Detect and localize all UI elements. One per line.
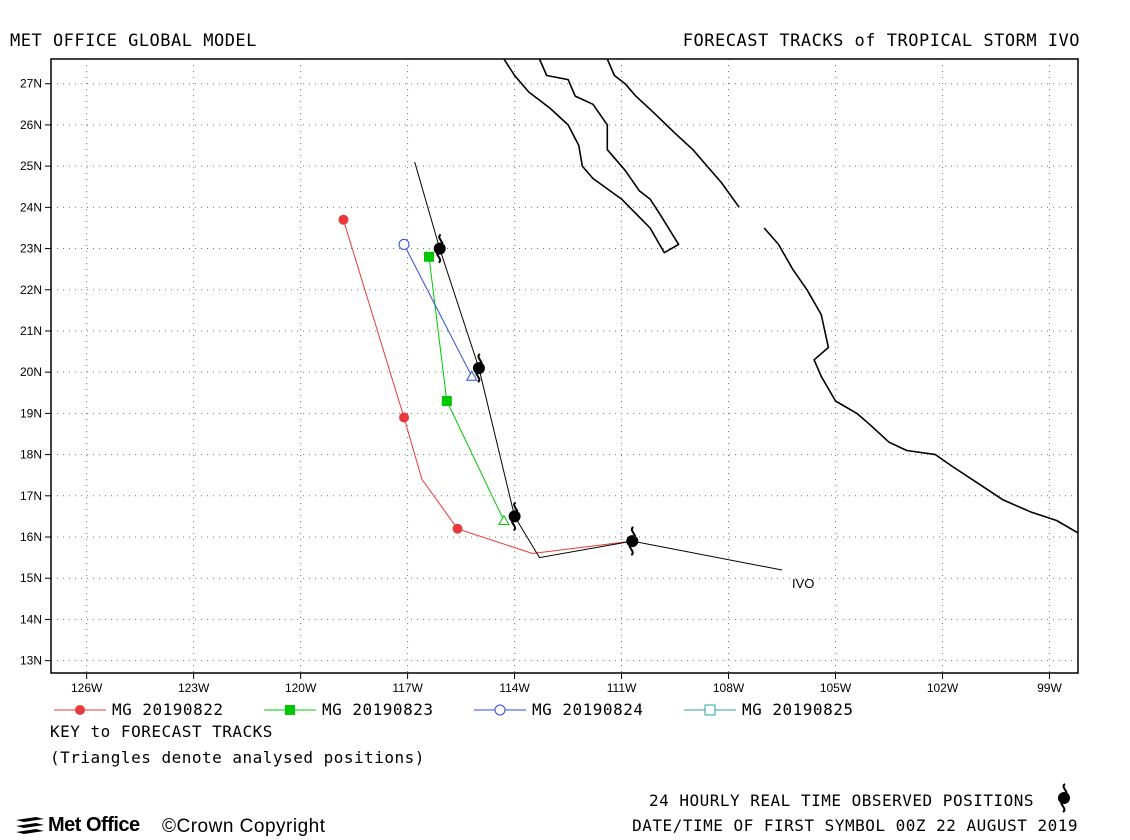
forecast-track-line [428, 256, 505, 521]
observed-storm-symbol [472, 353, 485, 383]
forecast-point [452, 523, 463, 534]
storm-arm [628, 545, 634, 556]
legend-label-0823: MG 20190823 [322, 700, 434, 719]
tick-label-lat: 16N [20, 530, 42, 544]
forecast-point [399, 412, 410, 423]
storm-core [433, 242, 446, 255]
date-time-label: DATE/TIME OF FIRST SYMBOL 00Z 22 AUGUST … [632, 816, 1078, 835]
observed-positions-label: 24 HOURLY REAL TIME OBSERVED POSITIONS [648, 791, 1034, 810]
storm-arm [435, 253, 442, 264]
map-frame [50, 58, 1079, 674]
storm-core [472, 362, 485, 375]
analysed-position-triangle [465, 370, 478, 381]
title-right: FORECAST TRACKS of TROPICAL STORM IVO [682, 31, 1080, 51]
legend-label-0822: MG 20190822 [112, 700, 224, 719]
legend: MG 20190822 MG 20190823 MG 20190824 MG 2… [50, 700, 950, 720]
tick-label-lat: 25N [20, 159, 42, 173]
tick-label-lon: 123W [178, 681, 210, 695]
analysed-position-triangle [498, 514, 510, 526]
storm-arm [475, 372, 481, 383]
coastline [606, 59, 740, 208]
tick-label-lon: 99W [1037, 681, 1062, 695]
tick-label-lat: 26N [20, 118, 42, 132]
tick-label-lat: 18N [20, 448, 42, 462]
forecast-point [338, 214, 349, 225]
storm-arm [510, 520, 517, 532]
coastline [503, 59, 680, 254]
forecast-track-line [403, 244, 473, 377]
tick-label-lat: 14N [20, 612, 42, 626]
tick-label-lon: 105W [820, 681, 852, 695]
tick-label-lon: 126W [71, 681, 103, 695]
tick-label-lat: 21N [20, 324, 42, 338]
coastline [763, 227, 1078, 534]
forecast-tracks [338, 214, 633, 555]
observed-storm-symbol [626, 526, 639, 556]
tick-label-lat: 24N [20, 200, 42, 214]
tick-label-lat: 22N [20, 283, 42, 297]
storm-arm [438, 233, 444, 245]
observed-storm-symbol [433, 233, 446, 264]
axis-ticks: 126W 123W 120W 117W 114W 111W 108W 105W 102W 99W 1… [20, 77, 1062, 695]
tick-label-lon: 114W [499, 681, 530, 695]
forecast-point [441, 396, 452, 407]
tick-label-lat: 19N [20, 406, 42, 420]
forecast-map: 126W 123W 120W 117W 114W 111W 108W 105W 102W 99W 1… [20, 58, 1079, 695]
met-office-logo-icon [16, 817, 44, 834]
storm-core [626, 535, 639, 548]
copyright-text: ©Crown Copyright [162, 816, 326, 837]
logo-text: Met Office [48, 814, 140, 836]
legend-label-0825: MG 20190825 [742, 700, 854, 719]
tick-label-lat: 20N [20, 365, 42, 379]
forecast-track-line [342, 219, 633, 555]
storm-label: IVO [792, 576, 814, 591]
storm-core [508, 510, 521, 523]
key-title: KEY to FORECAST TRACKS [50, 722, 273, 741]
tick-label-lat: 27N [20, 77, 42, 91]
tick-label-lat: 23N [20, 242, 42, 256]
tick-label-lat: 17N [20, 489, 42, 503]
tick-label-lon: 111W [607, 681, 637, 695]
observed-storm-symbol [508, 501, 521, 532]
storm-arm [513, 501, 519, 512]
tick-label-lat: 15N [20, 571, 42, 585]
grid-lines [51, 59, 1078, 673]
tick-label-lon: 117W [392, 681, 423, 695]
observed-track-line [414, 161, 783, 571]
storm-arm [630, 526, 637, 537]
forecast-point [398, 238, 410, 250]
forecast-point [423, 251, 434, 262]
storm-arm [477, 353, 483, 364]
key-note: (Triangles denote analysed positions) [50, 748, 425, 767]
tick-label-lon: 108W [713, 681, 745, 695]
legend-label-0824: MG 20190824 [532, 700, 644, 719]
tick-label-lon: 120W [285, 681, 317, 695]
coastlines [503, 59, 1078, 534]
observed-track [414, 161, 783, 571]
title-left: MET OFFICE GLOBAL MODEL [10, 31, 257, 51]
tick-label-lat: 13N [20, 654, 42, 668]
storm-symbol-icon [1058, 783, 1070, 813]
tick-label-lon: 102W [927, 681, 959, 695]
